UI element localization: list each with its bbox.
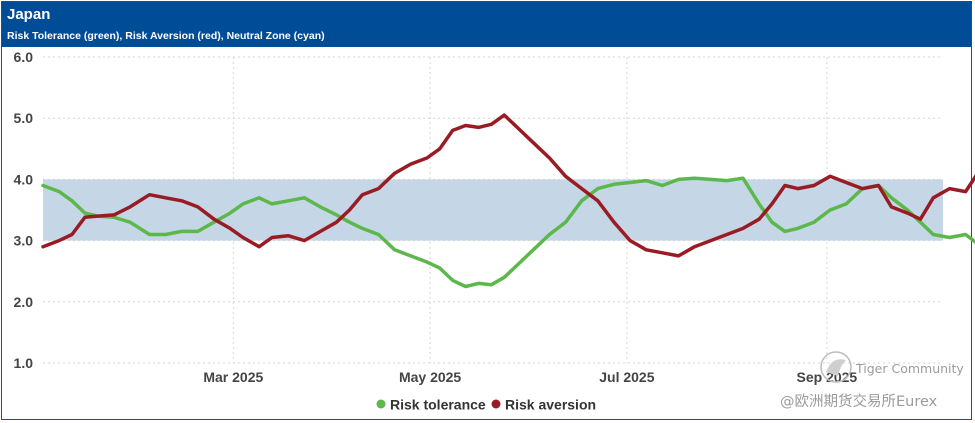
legend-item-risk-tolerance[interactable]: Risk tolerance [376, 397, 486, 413]
x-tick-label: Jul 2025 [599, 369, 654, 385]
legend-label: Risk aversion [505, 397, 596, 413]
legend: Risk tolerance Risk aversion [376, 397, 597, 413]
series-line-risk-tolerance [41, 176, 975, 289]
chart-subtitle: Risk Tolerance (green), Risk Aversion (r… [7, 30, 325, 42]
y-tick-label: 3.0 [14, 233, 34, 249]
tiger-logo-icon [820, 351, 852, 383]
chart-title: Japan [7, 6, 51, 23]
series-line-risk-aversion [41, 113, 975, 258]
x-tick-label: May 2025 [399, 369, 461, 385]
watermark: Tiger Community @欧洲期货交易所Eurex [780, 351, 964, 410]
watermark-handle: @欧洲期货交易所Eurex [780, 392, 938, 410]
series-layer [41, 113, 975, 289]
y-tick-label: 2.0 [14, 294, 34, 310]
chart-header: Japan Risk Tolerance (green), Risk Avers… [2, 2, 971, 47]
x-tick-label: Mar 2025 [203, 369, 263, 385]
legend-label: Risk tolerance [390, 397, 486, 413]
watermark-brand: Tiger Community [855, 361, 964, 376]
y-tick-label: 6.0 [14, 49, 34, 65]
legend-marker-icon [376, 399, 386, 409]
legend-marker-icon [491, 399, 501, 409]
y-tick-label: 5.0 [14, 110, 34, 126]
gridlines [43, 56, 943, 364]
y-tick-label: 4.0 [14, 171, 34, 187]
y-tick-label: 1.0 [14, 355, 34, 371]
legend-item-risk-aversion[interactable]: Risk aversion [491, 397, 597, 413]
